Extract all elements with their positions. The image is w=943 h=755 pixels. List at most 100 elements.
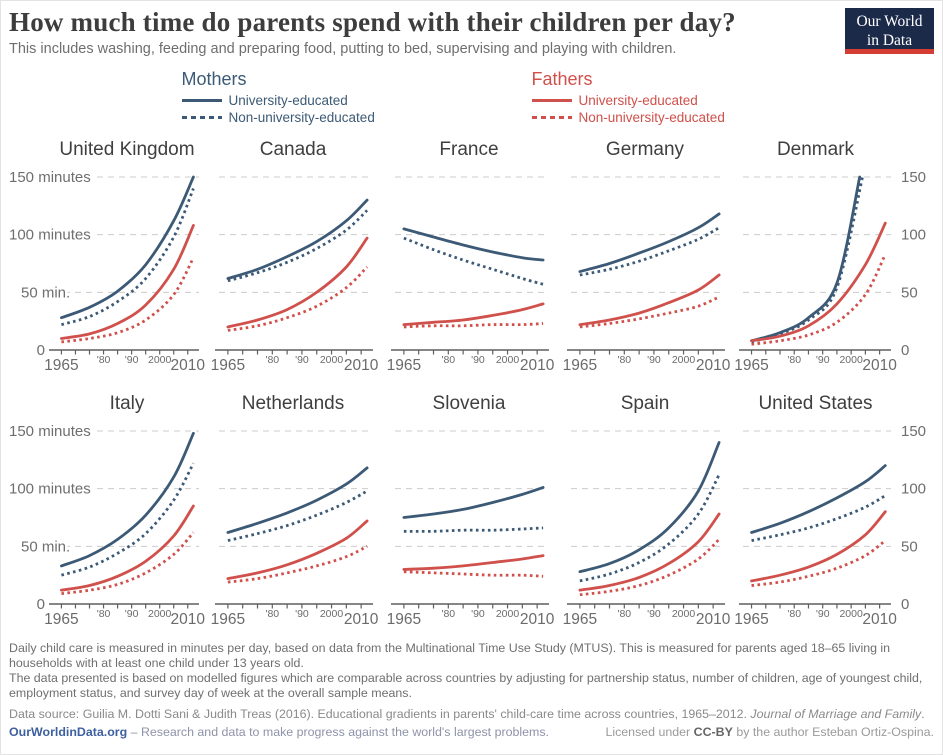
data-line-mothers-dashed xyxy=(61,462,195,577)
x-axis-label: 2000 xyxy=(148,608,172,620)
line-chart: 1965 '80 '90 2000 2010 xyxy=(563,430,731,628)
footer-bottom-left: OurWorldinData.org – Research and data t… xyxy=(9,725,549,740)
chart-title: Netherlands xyxy=(241,393,345,415)
data-line-fathers-dashed xyxy=(579,295,720,329)
legend-label: Non-university-educated xyxy=(228,110,375,126)
x-axis-label: 1965 xyxy=(44,611,78,628)
chart-title: United States xyxy=(758,393,873,415)
y-axis-label: 100 xyxy=(901,227,926,244)
cc-by-link[interactable]: CC-BY xyxy=(693,724,733,739)
x-axis-label: '90 xyxy=(125,608,139,620)
chart-title: France xyxy=(439,139,499,161)
footer: Daily child care is measured in minutes … xyxy=(9,641,934,740)
chart-spain: Spain 1965 '80 '90 2000 2010 xyxy=(557,393,733,633)
x-axis-label: '80 xyxy=(97,608,111,620)
line-chart: 1965 '80 '90 2000 2010 xyxy=(387,176,555,374)
legend-item-mothers-non-university: Non-university-educated xyxy=(181,109,412,126)
y-axis-label: 150 xyxy=(901,169,926,186)
y-axis-label: 50 xyxy=(901,284,918,301)
x-axis-label: 2010 xyxy=(696,611,731,628)
x-axis-label: 1965 xyxy=(211,357,245,374)
line-chart: 1965 '80 '90 2000 2010 xyxy=(387,430,555,628)
data-line-fathers-dashed xyxy=(61,531,195,596)
x-axis-label: 2000 xyxy=(496,608,520,620)
legend-label: University-educated xyxy=(228,93,348,109)
data-line-mothers-dashed xyxy=(227,489,368,542)
line-chart: 1965 '80 '90 2000 2010 xyxy=(563,176,731,374)
x-axis-label: 2010 xyxy=(344,611,379,628)
x-axis-label: '80 xyxy=(787,354,801,366)
license-text: Licensed under CC-BY by the author Esteb… xyxy=(605,724,934,739)
data-line-mothers-dashed xyxy=(227,209,369,283)
data-line-fathers-solid xyxy=(750,221,887,343)
x-axis-label: '90 xyxy=(647,608,661,620)
x-axis-label: 1965 xyxy=(387,357,421,374)
chart-title: Denmark xyxy=(776,139,855,161)
page-title: How much time do parents spend with thei… xyxy=(9,7,736,37)
data-line-mothers-dashed xyxy=(403,526,544,533)
data-line-fathers-dashed xyxy=(403,322,544,329)
chart-united-kingdom: United Kingdom 150 minutes 100 minutes 50 … xyxy=(7,139,206,379)
data-line-mothers-dashed xyxy=(579,474,721,583)
data-line-fathers-dashed xyxy=(579,538,721,597)
legend-group-mothers: Mothers University-educated Non-universi… xyxy=(181,69,412,133)
chart-italy: Italy 150 minutes 100 minutes 50 min. 0 1965… xyxy=(7,393,206,633)
x-axis-label: 2000 xyxy=(320,354,344,366)
y-axis-label: 0 xyxy=(37,596,45,613)
x-axis-label: '90 xyxy=(647,354,661,366)
x-axis-label: 1965 xyxy=(563,357,597,374)
data-line-mothers-dashed xyxy=(61,188,195,327)
journal-name: Journal of Marriage and Family xyxy=(750,706,922,721)
data-line-mothers-solid xyxy=(750,175,862,343)
x-axis-label: 2000 xyxy=(839,354,863,366)
x-axis-label: '80 xyxy=(97,354,111,366)
chart-title: Slovenia xyxy=(432,393,506,415)
x-axis-label: '90 xyxy=(125,354,139,366)
x-axis-label: 2010 xyxy=(520,357,555,374)
data-line-fathers-solid xyxy=(60,504,195,592)
chart-united-states: United States 150 100 50 0 1965 '80 '90 2000 201… xyxy=(733,393,936,633)
legend-item-fathers-non-university: Non-university-educated xyxy=(531,109,762,126)
chart-canada: Canada 1965 '80 '90 2000 2010 xyxy=(205,139,381,379)
y-axis-label: 100 minutes xyxy=(9,227,91,244)
data-line-mothers-dashed xyxy=(403,236,544,286)
data-line-mothers-solid xyxy=(578,441,721,574)
x-axis-label: 2000 xyxy=(672,608,696,620)
x-axis-label: '90 xyxy=(471,608,485,620)
y-axis-label: 150 minutes xyxy=(9,169,91,186)
x-axis-label: 1965 xyxy=(44,357,78,374)
x-axis-label: 2010 xyxy=(171,357,206,374)
line-chart: 150 100 50 0 1965 '80 '90 2000 2010 xyxy=(734,169,926,374)
y-axis-label: 0 xyxy=(37,342,45,359)
y-axis-label: 150 minutes xyxy=(9,423,91,440)
x-axis-label: '80 xyxy=(441,608,455,620)
x-axis-label: 2010 xyxy=(696,357,731,374)
y-axis-label: 0 xyxy=(901,596,909,613)
solid-line-swatch xyxy=(181,99,222,103)
owid-logo-line1: Our World xyxy=(856,13,923,30)
data-line-fathers-solid xyxy=(402,302,545,327)
charts-row-2: Italy 150 minutes 100 minutes 50 min. 0 1965… xyxy=(7,393,936,633)
legend-label: University-educated xyxy=(578,93,698,109)
header: How much time do parents spend with thei… xyxy=(9,7,934,57)
data-line-mothers-solid xyxy=(578,212,721,274)
x-axis-label: '90 xyxy=(295,608,309,620)
legend-group-fathers: Fathers University-educated Non-universi… xyxy=(531,69,762,133)
data-line-fathers-solid xyxy=(60,224,195,340)
data-source-line: Data source: Guilia M. Dotti Sani & Judi… xyxy=(9,706,925,721)
y-axis-label: 50 xyxy=(901,538,918,555)
x-axis-label: 2000 xyxy=(496,354,520,366)
x-axis-label: 2000 xyxy=(672,354,696,366)
x-axis-label: 1965 xyxy=(734,357,768,374)
data-source-text: Data source: Guilia M. Dotti Sani & Judi… xyxy=(9,706,751,721)
data-line-fathers-solid xyxy=(578,512,721,592)
x-axis-label: '90 xyxy=(471,354,485,366)
owid-link[interactable]: OurWorldinData.org xyxy=(9,724,128,739)
legend-item-fathers-university: University-educated xyxy=(531,92,762,109)
chart-title: Canada xyxy=(259,139,327,161)
x-axis-label: 2000 xyxy=(839,608,863,620)
x-axis-label: 2010 xyxy=(344,357,379,374)
line-chart: 150 100 50 0 1965 '80 '90 2000 2010 xyxy=(734,423,926,628)
